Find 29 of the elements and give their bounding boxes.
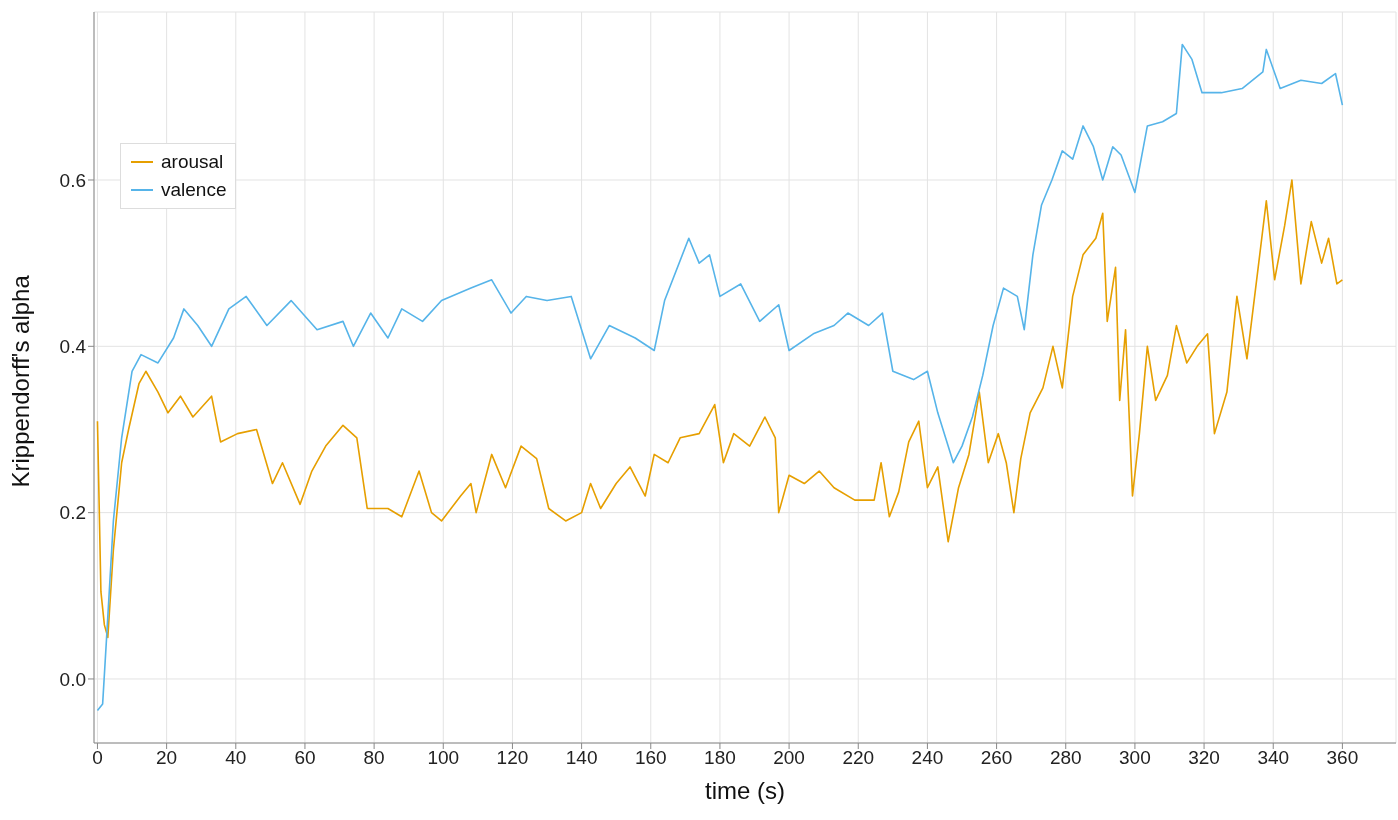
y-tick-label: 0.2 [59,502,86,524]
x-tick-label: 140 [565,747,598,769]
x-tick-label: 80 [363,747,385,769]
x-tick-label: 240 [911,747,944,769]
y-tick-label: 0.4 [59,336,87,358]
y-axis-title: Krippendorff's alpha [6,274,34,488]
x-tick-label: 0 [92,747,103,769]
x-tick-label: 300 [1119,747,1151,769]
line-series [96,179,1344,639]
legend-label: arousal [161,150,224,174]
x-tick-label: 360 [1326,747,1359,769]
x-tick-label: 40 [225,747,247,769]
x-tick-label: 20 [156,747,178,769]
y-tick-label: 0.6 [59,169,86,191]
x-tick-label: 200 [773,747,805,769]
x-tick-label: 100 [427,747,460,769]
y-tick-label: 0.0 [59,668,86,690]
legend-label: valence [161,178,227,202]
x-tick-label: 180 [704,747,736,769]
x-tick-label: 260 [980,747,1013,769]
x-tick-label: 280 [1049,747,1082,769]
x-tick-label: 60 [294,747,316,769]
x-tick-label: 120 [496,747,529,769]
line-series [96,43,1344,712]
x-tick-label: 340 [1257,747,1290,769]
x-tick-label: 160 [634,747,667,769]
x-tick-label: 220 [842,747,875,769]
x-axis-title: time (s) [705,777,785,804]
x-tick-label: 320 [1188,747,1220,769]
